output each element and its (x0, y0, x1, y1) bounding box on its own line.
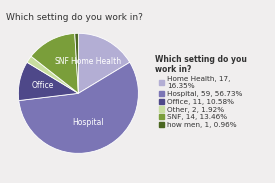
Wedge shape (27, 56, 78, 93)
Text: Hospital: Hospital (73, 118, 104, 127)
Text: SNF: SNF (54, 57, 69, 66)
Wedge shape (75, 33, 78, 93)
Wedge shape (19, 62, 138, 153)
Text: Office: Office (32, 81, 54, 90)
Text: Home Health: Home Health (71, 57, 121, 66)
Wedge shape (18, 62, 78, 101)
Legend: Home Health, 17,
16.35%, Hospital, 59, 56.73%, Office, 11, 10.58%, Other, 2, 1.9: Home Health, 17, 16.35%, Hospital, 59, 5… (154, 54, 247, 129)
Wedge shape (78, 33, 130, 93)
Text: Which setting do you work in?: Which setting do you work in? (6, 13, 142, 22)
Wedge shape (31, 33, 78, 93)
